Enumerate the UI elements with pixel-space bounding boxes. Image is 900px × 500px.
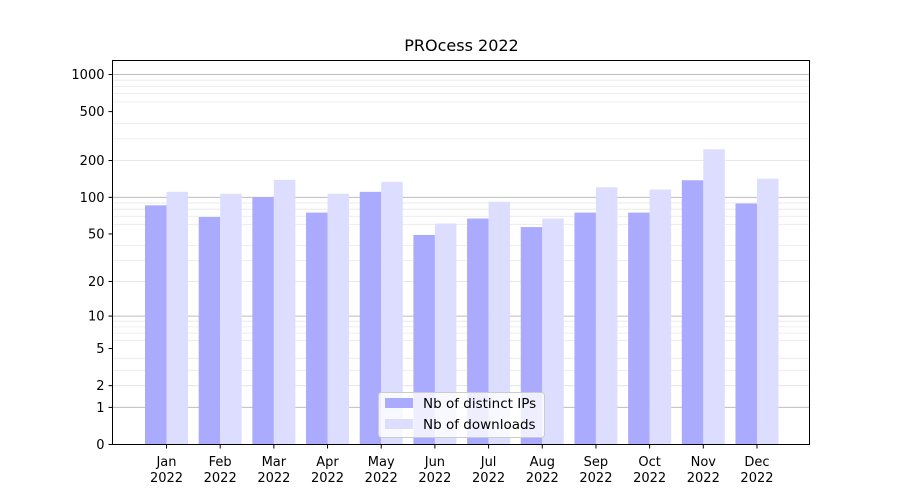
x-tick-label: Jul: [480, 455, 497, 470]
bar-downloads: [488, 201, 511, 445]
legend-box: [378, 392, 545, 438]
plot-frame: [112, 60, 810, 445]
x-axis: Jan2022Feb2022Mar2022Apr2022May2022Jun20…: [150, 444, 774, 486]
x-tick-label-year: 2022: [633, 471, 666, 486]
legend-label: Nb of downloads: [423, 417, 536, 433]
bar-distinct-ips: [467, 218, 489, 445]
bar-distinct-ips: [574, 212, 596, 445]
x-tick-label-year: 2022: [204, 471, 237, 486]
y-tick-label: 10: [88, 310, 105, 325]
bar-distinct-ips: [306, 212, 328, 445]
bar-downloads: [273, 179, 296, 445]
y-tick-label: 200: [80, 154, 105, 169]
x-tick-label: May: [368, 455, 395, 470]
x-tick-label-year: 2022: [740, 471, 773, 486]
bar-distinct-ips: [520, 227, 543, 445]
bar-distinct-ips: [252, 197, 274, 445]
x-tick-label: Jan: [155, 455, 176, 470]
y-tick-label: 0: [96, 438, 104, 453]
bar-downloads: [434, 223, 457, 445]
x-tick-label: Nov: [691, 455, 717, 470]
bar-downloads: [327, 193, 350, 445]
x-tick-label-year: 2022: [365, 471, 398, 486]
y-tick-label: 5: [96, 342, 104, 357]
legend-label: Nb of distinct IPs: [423, 396, 536, 412]
y-tick-label: 2: [96, 379, 104, 394]
x-tick-label: Apr: [316, 455, 339, 470]
x-tick-label-year: 2022: [418, 471, 451, 486]
bar-distinct-ips: [198, 216, 221, 445]
bar-distinct-ips: [359, 191, 382, 445]
x-tick-label: Feb: [209, 455, 232, 470]
x-tick-label: Dec: [744, 455, 769, 470]
bars: [145, 149, 779, 445]
chart-title: PROcess 2022: [404, 36, 518, 55]
bar-downloads: [220, 193, 242, 445]
x-tick-label: Jun: [424, 455, 445, 470]
legend-swatch: [385, 398, 413, 408]
x-tick-label-year: 2022: [526, 471, 559, 486]
x-tick-label: Sep: [584, 455, 609, 470]
x-tick-label-year: 2022: [687, 471, 720, 486]
x-tick-label: Aug: [530, 455, 555, 470]
bar-distinct-ips: [681, 180, 704, 445]
legend: Nb of distinct IPs Nb of downloads: [378, 392, 545, 438]
bar-downloads: [166, 191, 188, 445]
y-tick-label: 500: [80, 105, 105, 120]
x-tick-label-year: 2022: [150, 471, 183, 486]
y-tick-label: 1000: [71, 68, 104, 83]
x-tick-label-year: 2022: [257, 471, 290, 486]
y-tick-label: 100: [80, 191, 105, 206]
bar-distinct-ips: [145, 205, 167, 445]
bar-distinct-ips: [735, 203, 757, 445]
bar-downloads: [381, 181, 403, 445]
x-tick-label: Mar: [262, 455, 287, 470]
y-axis: 0 1 2 5 10 20 50 100 200 500 1000: [71, 68, 113, 453]
y-tick-label: 50: [88, 227, 105, 242]
x-tick-label-year: 2022: [579, 471, 612, 486]
legend-swatch: [385, 419, 413, 429]
bar-downloads: [649, 189, 672, 445]
y-tick-label: 20: [88, 275, 105, 290]
x-tick-label: Oct: [638, 455, 660, 470]
bar-downloads: [756, 178, 779, 445]
bar-distinct-ips: [628, 212, 650, 445]
bar-downloads: [703, 149, 725, 445]
x-tick-label-year: 2022: [311, 471, 344, 486]
x-tick-label-year: 2022: [472, 471, 505, 486]
y-tick-label: 1: [96, 401, 104, 416]
bar-downloads: [542, 218, 564, 445]
bar-downloads: [595, 187, 618, 445]
